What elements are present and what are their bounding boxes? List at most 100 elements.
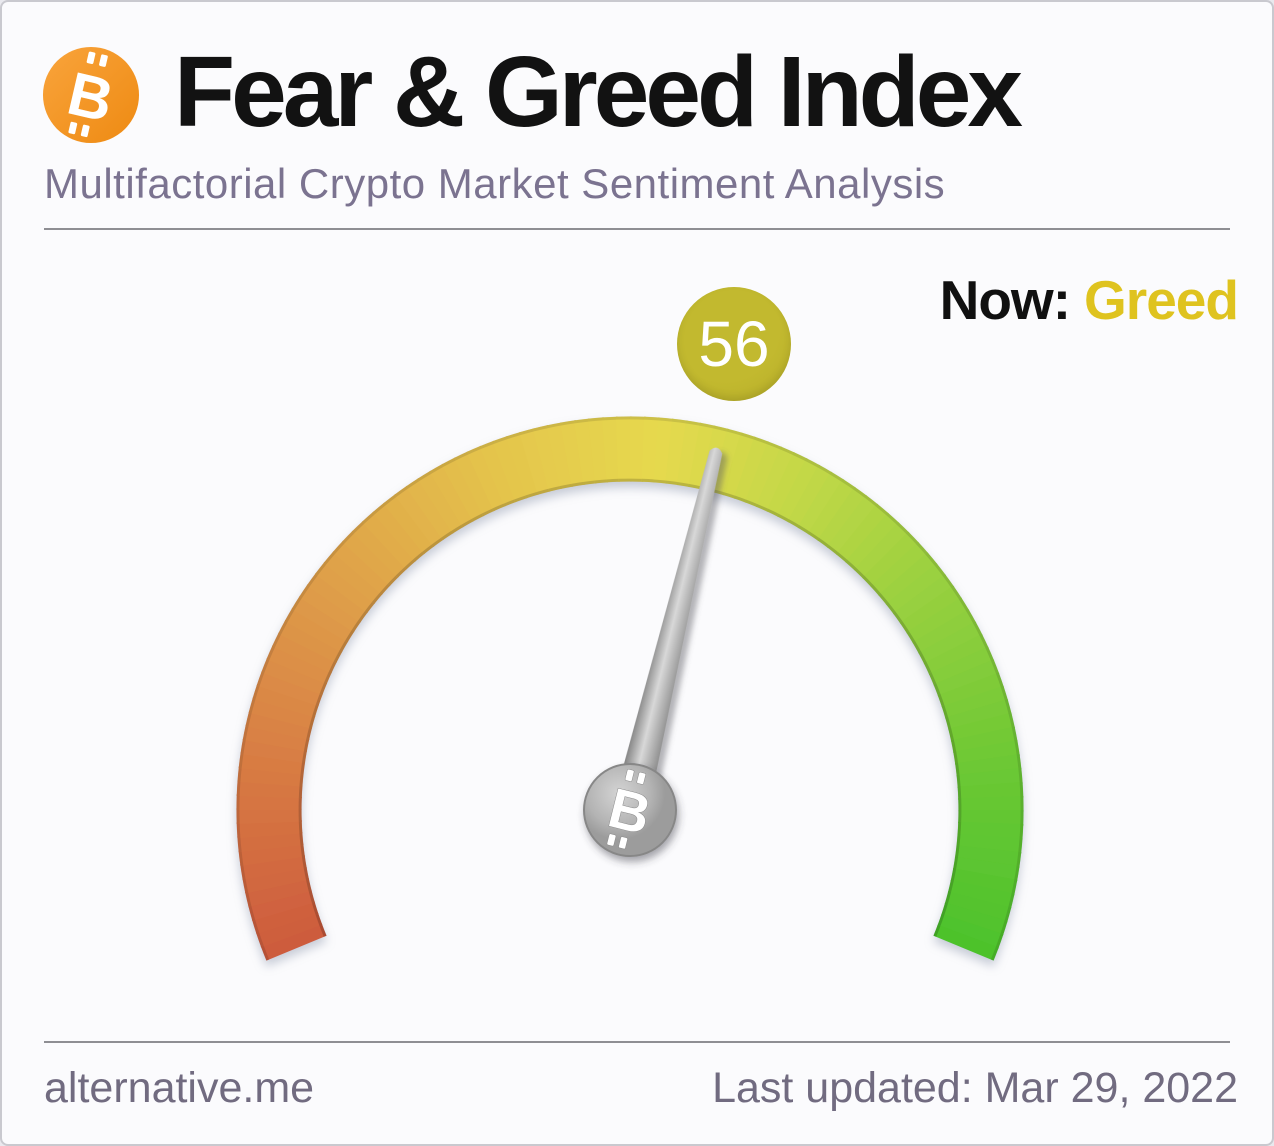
- band-segment: [278, 619, 343, 664]
- gauge-band: [236, 416, 1024, 961]
- band-segment: [956, 767, 1023, 789]
- band-segment: [519, 428, 551, 495]
- band-segment: [1019, 823, 1024, 840]
- band-segment: [266, 644, 332, 685]
- band-segment: [298, 820, 303, 834]
- band-segment: [405, 478, 454, 541]
- band-segment: [417, 470, 464, 534]
- band-segment: [912, 609, 977, 654]
- gauge-hub: B: [583, 763, 677, 857]
- band-segment: [1018, 837, 1023, 854]
- band-segment: [256, 912, 323, 948]
- band-segment: [954, 845, 960, 859]
- band-segment: [676, 420, 702, 488]
- band-segment: [941, 902, 1008, 936]
- band-segment: [248, 697, 316, 729]
- band-segment: [711, 428, 743, 496]
- band-segment: [242, 866, 310, 894]
- last-updated-text: Last updated: Mar 29, 2022: [712, 1064, 1238, 1112]
- band-segment: [429, 463, 474, 528]
- band-segment: [956, 833, 961, 847]
- band-segment: [361, 511, 417, 570]
- band-segment: [665, 480, 679, 486]
- band-segment: [237, 836, 242, 853]
- band-segment: [256, 670, 323, 707]
- band-segment: [657, 417, 674, 422]
- band-segment: [341, 530, 399, 587]
- band-segment: [676, 481, 691, 488]
- site-link[interactable]: alternative.me: [44, 1064, 315, 1112]
- band-segment: [245, 878, 312, 908]
- band-segment: [643, 416, 660, 421]
- band-segment: [885, 563, 947, 615]
- band-segment: [892, 574, 955, 624]
- band-segment: [236, 780, 303, 799]
- band-segment: [845, 512, 900, 571]
- band-segment: [236, 780, 241, 797]
- band-segment: [953, 740, 1020, 765]
- band-segment: [807, 478, 856, 542]
- band-segment: [582, 480, 597, 485]
- band-segment: [479, 440, 517, 507]
- band-segment: [251, 901, 319, 935]
- bitcoin-icon: B: [42, 46, 140, 144]
- band-segment: [351, 520, 408, 578]
- band-segment: [918, 621, 983, 665]
- band-segment: [817, 486, 868, 548]
- band-segment: [299, 831, 304, 846]
- page-subtitle: Multifactorial Crypto Market Sentiment A…: [44, 160, 946, 207]
- band-segment: [950, 868, 1018, 896]
- band-segment: [236, 820, 303, 839]
- band-segment: [826, 494, 879, 556]
- header-divider: [44, 228, 1230, 230]
- band-segment: [870, 541, 929, 597]
- band-segment: [955, 762, 960, 777]
- band-segment: [948, 712, 1015, 742]
- band-segment: [323, 551, 383, 604]
- band-segment: [466, 445, 506, 512]
- value-badge: 56: [677, 287, 791, 401]
- band-segment: [797, 471, 845, 535]
- band-segment: [787, 464, 833, 529]
- band-segment: [248, 889, 315, 921]
- band-segment: [532, 425, 562, 492]
- band-segment: [237, 831, 304, 853]
- band-segment: [941, 685, 1009, 719]
- band-segment: [505, 431, 539, 499]
- band-segment: [944, 891, 1012, 923]
- band-segment: [937, 672, 1004, 708]
- band-segment: [722, 432, 756, 499]
- band-segment: [587, 417, 609, 484]
- band-segment: [836, 503, 889, 563]
- band-segment: [688, 422, 716, 490]
- band-segment: [878, 552, 938, 606]
- band-segment: [601, 416, 618, 421]
- band-segment: [383, 493, 435, 555]
- band-segment: [953, 751, 959, 765]
- band-segment: [546, 422, 574, 490]
- band-segment: [606, 478, 620, 483]
- band-segment: [284, 607, 349, 653]
- band-segment: [272, 632, 337, 674]
- band-segment: [957, 781, 1024, 800]
- band-segment: [261, 657, 328, 696]
- band-segment: [242, 724, 310, 752]
- band-segment: [314, 561, 376, 614]
- band-segment: [950, 726, 1018, 754]
- band-segment: [947, 879, 1015, 909]
- band-segment: [955, 753, 1022, 777]
- band-segment: [653, 417, 674, 484]
- band-segment: [1019, 781, 1024, 798]
- band-segment: [1016, 753, 1022, 770]
- band-segment: [733, 436, 770, 503]
- band-segment: [952, 856, 1020, 882]
- gauge-needle: [612, 447, 723, 815]
- band-segment: [862, 531, 920, 588]
- band-segment: [571, 481, 585, 487]
- band-segment: [923, 633, 989, 675]
- band-segment: [853, 521, 910, 579]
- band-segment: [906, 597, 970, 644]
- band-segment: [957, 786, 962, 800]
- band-segment: [957, 821, 962, 836]
- band-segment: [573, 418, 590, 424]
